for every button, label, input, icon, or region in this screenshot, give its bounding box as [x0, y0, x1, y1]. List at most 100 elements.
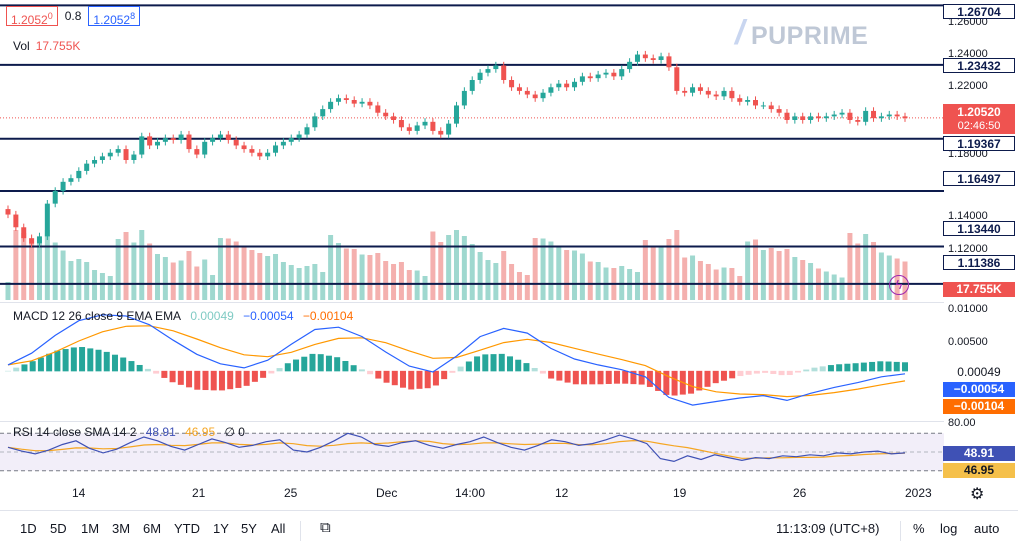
macd-hist-bar	[531, 367, 538, 372]
volume-bar	[532, 238, 538, 300]
range-1y[interactable]: 1Y	[213, 521, 229, 536]
volume-bar	[414, 270, 420, 300]
auto-toggle[interactable]: auto	[974, 521, 1000, 536]
volume-bar	[855, 243, 861, 300]
range-all[interactable]: All	[271, 521, 286, 536]
candle-body	[343, 98, 349, 100]
volume-bar	[383, 261, 389, 300]
candle-body	[611, 72, 617, 77]
range-6m[interactable]: 6M	[143, 521, 162, 536]
macd-hist-bar	[457, 366, 464, 372]
macd-pane[interactable]	[0, 302, 944, 421]
sell-price-box[interactable]: 1.20520	[6, 6, 58, 27]
candle-body	[296, 134, 302, 139]
candle-body	[493, 65, 499, 70]
candle-body	[878, 116, 884, 119]
volume-bar	[572, 250, 578, 300]
candle-body	[540, 92, 546, 99]
macd-hist-bar	[663, 370, 670, 395]
candle-body	[5, 209, 11, 215]
candle-body	[162, 138, 168, 142]
volume-bar	[328, 235, 334, 300]
candle-body	[383, 112, 389, 117]
volume-bar	[280, 262, 286, 300]
percent-toggle[interactable]: %	[913, 521, 925, 536]
date-range-icon[interactable]: ⧉	[320, 519, 331, 536]
settings-gear-icon[interactable]: ⚙	[970, 486, 985, 503]
volume-bar	[68, 261, 74, 300]
candle-body	[532, 94, 538, 99]
volume-bar	[737, 276, 743, 300]
range-3m[interactable]: 3M	[112, 521, 131, 536]
range-ytd[interactable]: YTD	[174, 521, 200, 536]
candle-body	[745, 100, 751, 102]
rsi-chart[interactable]	[0, 422, 944, 482]
macd-hist-bar	[655, 370, 662, 391]
volume-bar	[524, 275, 530, 300]
x-axis-label: 2023	[905, 486, 932, 500]
macd-hist-bar	[169, 370, 176, 383]
candle-body	[509, 80, 515, 88]
clock-timezone[interactable]: 11:13:09 (UTC+8)	[776, 521, 880, 536]
macd-signal-tag: −0.00104	[943, 399, 1015, 414]
candle-body	[847, 112, 853, 120]
x-axis-label: 26	[793, 486, 807, 500]
macd-hist-bar	[770, 370, 777, 374]
order-panel: 1.20520 0.8 1.20528	[6, 6, 141, 27]
macd-hist-bar	[539, 370, 546, 374]
macd-hist-bar	[5, 370, 11, 372]
range-1d[interactable]: 1D	[20, 521, 37, 536]
macd-hist-bar	[696, 370, 703, 391]
candle-body	[328, 101, 334, 110]
volume-bar	[367, 255, 373, 300]
range-1m[interactable]: 1M	[81, 521, 100, 536]
macd-chart[interactable]	[0, 303, 944, 421]
rsi-pane[interactable]	[0, 421, 944, 482]
buy-price-box[interactable]: 1.20528	[88, 6, 141, 27]
volume-bar	[155, 254, 160, 300]
volume-bar	[375, 253, 381, 300]
macd-hist-value: 0.00049	[190, 309, 234, 323]
volume-bar	[320, 272, 326, 300]
volume-bar	[430, 231, 436, 300]
candle-body	[863, 110, 869, 122]
candle-body	[619, 69, 625, 77]
candle-body	[556, 83, 562, 88]
candle-body	[784, 112, 790, 120]
candle-body	[84, 163, 90, 171]
candle-body	[902, 116, 908, 119]
volume-bar	[257, 253, 263, 300]
level-tag: 1.26704	[943, 4, 1015, 19]
volume-bar	[178, 260, 184, 300]
lightning-icon[interactable]: ϟ	[889, 275, 909, 295]
macd-hist-bar	[210, 370, 217, 391]
toolbar-divider	[900, 521, 901, 541]
macd-hist-bar	[284, 363, 291, 372]
macd-hist-bar	[268, 370, 275, 374]
macd-tick: 0.00500	[948, 336, 988, 348]
macd-hist-bar	[795, 370, 802, 373]
candle-body	[477, 72, 483, 80]
candle-body	[265, 152, 271, 157]
x-axis-label: 14:00	[455, 486, 486, 500]
macd-hist-bar	[120, 357, 127, 372]
candle-body	[753, 100, 758, 106]
range-5y[interactable]: 5Y	[241, 521, 257, 536]
candle-body	[831, 114, 837, 117]
volume-bar	[52, 242, 58, 300]
candle-body	[391, 116, 397, 120]
range-5d[interactable]: 5D	[50, 521, 67, 536]
macd-hist-bar	[325, 355, 332, 372]
macd-hist-bar	[836, 364, 843, 372]
volume-bar	[650, 245, 656, 300]
volume-bar	[288, 265, 294, 300]
candle-body	[485, 69, 491, 73]
candle-body	[210, 138, 216, 142]
macd-hist-bar	[153, 370, 160, 374]
volume-bar	[493, 263, 499, 300]
volume-bar	[697, 261, 703, 300]
log-toggle[interactable]: log	[940, 521, 958, 536]
macd-hist-bar	[128, 361, 135, 372]
volume-bar	[509, 264, 515, 300]
candle-body	[634, 54, 640, 62]
